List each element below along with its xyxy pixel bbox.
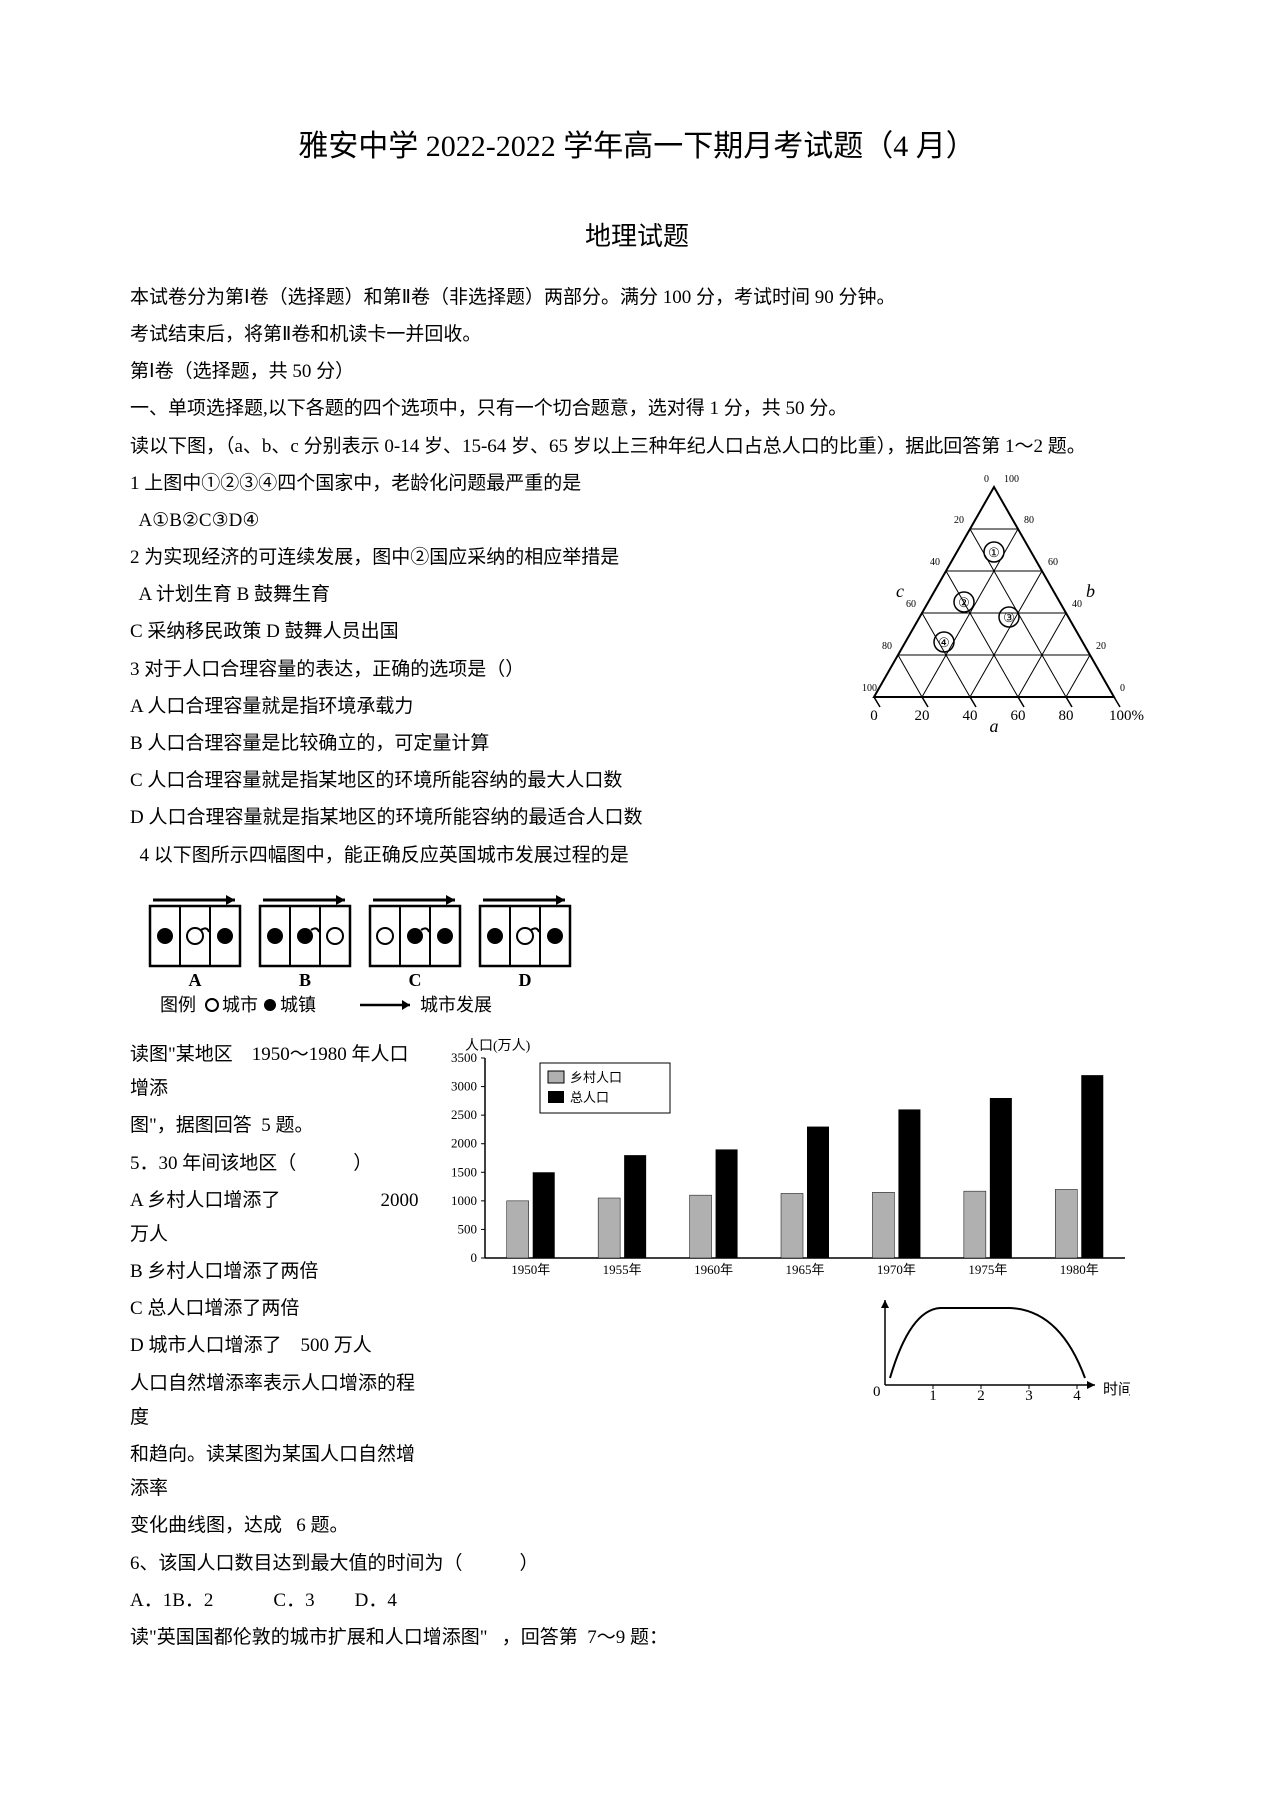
svg-text:时间: 时间 — [1103, 1381, 1130, 1398]
svg-text:B: B — [299, 970, 311, 990]
svg-text:40: 40 — [963, 708, 978, 724]
section-heading: 一、单项选择题,以下各题的四个选项中，只有一个切合题意，选对得 1 分，共 50… — [130, 392, 1144, 426]
question-option: A 乡村人口增添了2000 万人 — [130, 1184, 420, 1252]
svg-text:A: A — [189, 970, 202, 990]
svg-text:40: 40 — [1072, 599, 1082, 610]
triangle-diagram: ① ② ③ ④ c b a 0 20 40 60 80 100% 100 80 … — [844, 467, 1144, 737]
svg-text:城镇: 城镇 — [280, 995, 316, 1015]
question-options: A 计划生育 B 鼓舞生育 — [130, 578, 824, 612]
svg-text:总人口: 总人口 — [570, 1090, 609, 1105]
reading-prompt: 图"，据图回答 5 题。 — [130, 1109, 420, 1143]
svg-text:0: 0 — [873, 1384, 881, 1400]
svg-text:城市: 城市 — [222, 995, 258, 1015]
svg-text:④: ④ — [938, 635, 950, 650]
section-heading: 第Ⅰ卷（选择题，共 50 分） — [130, 355, 1144, 389]
svg-text:4: 4 — [1073, 1388, 1081, 1404]
svg-text:40: 40 — [930, 557, 940, 568]
page-subtitle: 地理试题 — [130, 214, 1144, 261]
reading-prompt: 读以下图，（a、b、c 分别表示 0-14 岁、15-64 岁、65 岁以上三种… — [130, 430, 1144, 464]
svg-text:0: 0 — [1120, 683, 1125, 694]
question-option: D 城市人口增添了 500 万人 — [130, 1329, 420, 1363]
reading-prompt: 读"英国国都伦敦的城市扩展和人口增添图" ，回答第 7～9 题： — [130, 1621, 1144, 1655]
svg-text:3000: 3000 — [451, 1079, 477, 1094]
svg-text:60: 60 — [906, 599, 916, 610]
svg-text:80: 80 — [1059, 708, 1074, 724]
svg-text:①: ① — [988, 545, 1000, 560]
svg-text:②: ② — [958, 595, 970, 610]
svg-text:1955年: 1955年 — [603, 1262, 642, 1277]
question-option: C 总人口增添了两倍 — [130, 1292, 420, 1326]
svg-text:60: 60 — [1048, 557, 1058, 568]
svg-text:100: 100 — [862, 683, 877, 694]
question-option: A 人口合理容量就是指环境承载力 — [130, 690, 824, 724]
intro-line: 本试卷分为第Ⅰ卷（选择题）和第Ⅱ卷（非选择题）两部分。满分 100 分，考试时间… — [130, 281, 1144, 315]
svg-text:0: 0 — [870, 708, 878, 724]
svg-text:1980年: 1980年 — [1060, 1262, 1099, 1277]
svg-text:1950年: 1950年 — [511, 1262, 550, 1277]
population-bar-chart: 0500100015002000250030003500人口(万人)乡村人口总人… — [430, 1038, 1150, 1288]
question-stem: 3 对于人口合理容量的表达，正确的选项是（） — [130, 653, 824, 687]
question-option: B 乡村人口增添了两倍 — [130, 1255, 420, 1289]
svg-text:2500: 2500 — [451, 1107, 477, 1122]
svg-text:100%: 100% — [1109, 708, 1144, 724]
page-title: 雅安中学 2022-2022 学年高一下期月考试题（4 月） — [130, 120, 1144, 174]
svg-text:1965年: 1965年 — [785, 1262, 824, 1277]
svg-text:20: 20 — [954, 515, 964, 526]
svg-text:乡村人口: 乡村人口 — [570, 1070, 622, 1085]
svg-text:80: 80 — [882, 641, 892, 652]
svg-text:20: 20 — [915, 708, 930, 724]
svg-text:2: 2 — [977, 1388, 985, 1404]
reading-prompt: 读图"某地区 1950～1980 年人口增添 — [130, 1038, 420, 1106]
svg-text:20: 20 — [1096, 641, 1106, 652]
svg-text:1000: 1000 — [451, 1193, 477, 1208]
svg-text:1: 1 — [929, 1388, 937, 1404]
reading-prompt: 变化曲线图，达成 6 题。 — [130, 1509, 420, 1543]
svg-text:1500: 1500 — [451, 1164, 477, 1179]
question-stem: 6、该国人口数目达到最大值的时间为（ ） — [130, 1547, 1144, 1581]
svg-text:0: 0 — [984, 474, 989, 485]
svg-text:城市发展: 城市发展 — [420, 995, 492, 1015]
svg-text:2000: 2000 — [451, 1136, 477, 1151]
svg-text:500: 500 — [458, 1221, 478, 1236]
svg-text:③: ③ — [1003, 610, 1015, 625]
question-option: C 人口合理容量就是指某地区的环境所能容纳的最大人口数 — [130, 764, 824, 798]
svg-text:60: 60 — [1011, 708, 1026, 724]
svg-text:人口(万人): 人口(万人) — [465, 1038, 531, 1054]
svg-text:0: 0 — [471, 1250, 478, 1265]
svg-text:100: 100 — [1004, 474, 1019, 485]
question-option: D 人口合理容量就是指某地区的环境所能容纳的最适合人口数 — [130, 801, 824, 835]
svg-text:1975年: 1975年 — [968, 1262, 1007, 1277]
svg-text:图例: 图例 — [160, 995, 196, 1015]
question-stem: 5．30 年间该地区（ ） — [130, 1147, 420, 1181]
question-option: B 人口合理容量是比较确立的，可定量计算 — [130, 727, 824, 761]
question-stem: 4 以下图所示四幅图中，能正确反应英国城市发展过程的是 — [130, 839, 824, 873]
svg-text:b: b — [1086, 581, 1095, 601]
svg-text:1960年: 1960年 — [694, 1262, 733, 1277]
svg-text:c: c — [896, 581, 904, 601]
growth-rate-line-chart: 0 1 2 3 4 时间 — [860, 1290, 1130, 1410]
question-stem: 1 上图中①②③④四个国家中，老龄化问题最严重的是 — [130, 467, 824, 501]
svg-text:C: C — [409, 970, 422, 990]
svg-text:1970年: 1970年 — [877, 1262, 916, 1277]
svg-text:80: 80 — [1024, 515, 1034, 526]
question-options: A．1B．2C．3D．4 — [130, 1584, 1144, 1618]
question-options: A①B②C③D④ — [130, 504, 824, 538]
svg-text:3: 3 — [1025, 1388, 1033, 1404]
svg-text:D: D — [519, 970, 532, 990]
question-stem: 2 为实现经济的可连续发展，图中②国应采纳的相应举措是 — [130, 541, 824, 575]
reading-prompt: 人口自然增添率表示人口增添的程度 — [130, 1367, 420, 1435]
svg-text:a: a — [990, 716, 999, 736]
urban-development-diagram: A B C D 图例 城市 城镇 城市发展 — [130, 886, 590, 1016]
question-options: C 采纳移民政策 D 鼓舞人员出国 — [130, 615, 824, 649]
reading-prompt: 和趋向。读某图为某国人口自然增添率 — [130, 1438, 420, 1506]
intro-line: 考试结束后，将第Ⅱ卷和机读卡一并回收。 — [130, 318, 1144, 352]
